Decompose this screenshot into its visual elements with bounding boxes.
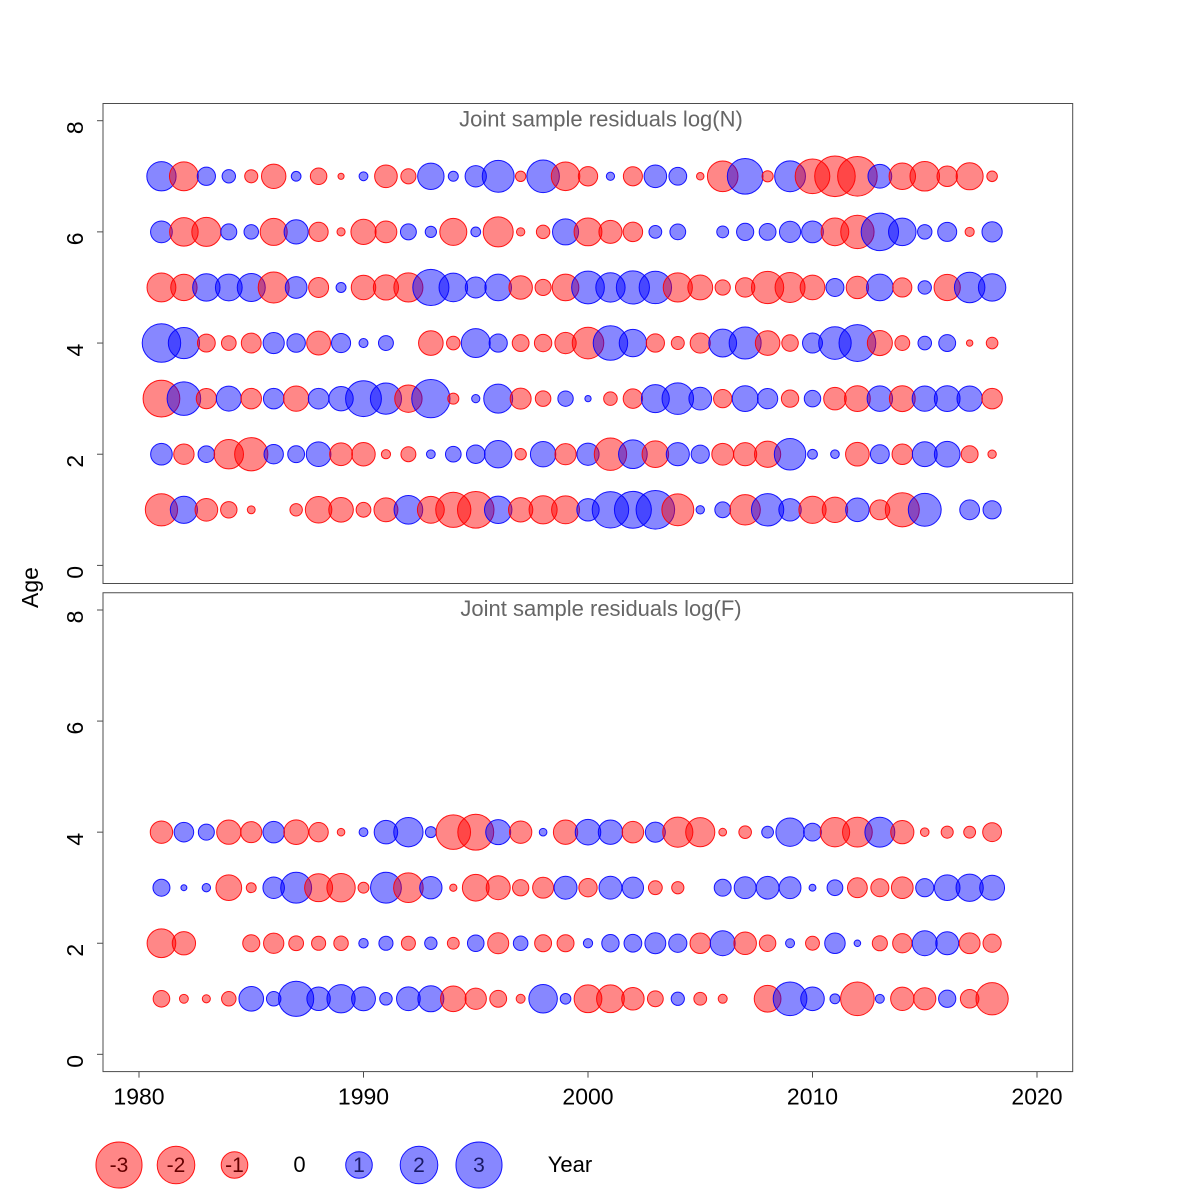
- svg-text:Age: Age: [17, 567, 43, 608]
- svg-text:2: 2: [413, 1154, 425, 1177]
- svg-text:1980: 1980: [113, 1084, 164, 1110]
- svg-text:8: 8: [62, 121, 88, 134]
- svg-text:0: 0: [62, 566, 88, 579]
- svg-text:0: 0: [62, 1055, 88, 1068]
- svg-text:Year: Year: [548, 1152, 592, 1177]
- svg-text:-2: -2: [167, 1154, 186, 1177]
- svg-text:2010: 2010: [787, 1084, 838, 1110]
- svg-text:Joint sample residuals log(F): Joint sample residuals log(F): [460, 596, 741, 621]
- svg-text:6: 6: [62, 232, 88, 245]
- svg-text:4: 4: [62, 343, 88, 356]
- svg-text:Joint sample residuals log(N): Joint sample residuals log(N): [459, 107, 743, 132]
- svg-text:2020: 2020: [1011, 1084, 1062, 1110]
- svg-text:0: 0: [293, 1152, 305, 1177]
- svg-text:-3: -3: [110, 1154, 129, 1177]
- svg-text:6: 6: [62, 722, 88, 735]
- svg-text:2: 2: [62, 455, 88, 468]
- svg-text:2: 2: [62, 944, 88, 957]
- svg-text:4: 4: [62, 833, 88, 846]
- svg-text:8: 8: [62, 611, 88, 624]
- svg-text:1: 1: [353, 1154, 365, 1177]
- svg-text:1990: 1990: [338, 1084, 389, 1110]
- svg-text:3: 3: [473, 1154, 485, 1177]
- svg-text:-1: -1: [225, 1154, 244, 1177]
- svg-text:2000: 2000: [562, 1084, 613, 1110]
